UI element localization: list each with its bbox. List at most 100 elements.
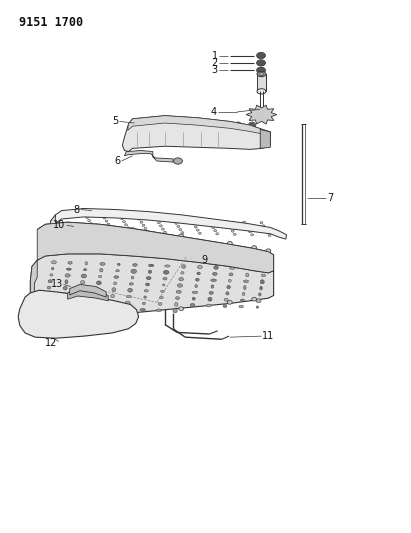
Ellipse shape — [236, 123, 240, 127]
Ellipse shape — [227, 301, 232, 304]
Ellipse shape — [181, 272, 184, 274]
Ellipse shape — [88, 220, 90, 222]
Ellipse shape — [156, 309, 162, 312]
Ellipse shape — [179, 307, 184, 311]
Ellipse shape — [165, 265, 170, 267]
Ellipse shape — [180, 122, 187, 128]
Ellipse shape — [155, 219, 158, 221]
Ellipse shape — [159, 225, 162, 227]
Ellipse shape — [190, 220, 193, 222]
Ellipse shape — [256, 60, 266, 66]
Ellipse shape — [179, 229, 182, 231]
Ellipse shape — [158, 303, 162, 305]
Ellipse shape — [61, 293, 67, 296]
Ellipse shape — [92, 226, 95, 228]
Ellipse shape — [74, 225, 77, 228]
Ellipse shape — [173, 309, 177, 313]
Ellipse shape — [100, 262, 105, 265]
Ellipse shape — [165, 123, 169, 127]
Ellipse shape — [212, 272, 217, 276]
Ellipse shape — [48, 280, 52, 283]
Ellipse shape — [249, 231, 252, 233]
Ellipse shape — [263, 267, 266, 271]
Ellipse shape — [261, 274, 266, 277]
Text: 3: 3 — [212, 65, 218, 75]
Ellipse shape — [192, 223, 195, 225]
Ellipse shape — [81, 312, 86, 316]
Polygon shape — [30, 260, 37, 310]
Polygon shape — [260, 130, 270, 148]
Ellipse shape — [105, 220, 108, 222]
Ellipse shape — [77, 300, 81, 303]
Ellipse shape — [142, 224, 145, 227]
Ellipse shape — [83, 269, 87, 271]
Polygon shape — [30, 222, 274, 316]
Polygon shape — [18, 290, 139, 338]
Ellipse shape — [130, 228, 135, 231]
Ellipse shape — [144, 296, 146, 298]
Ellipse shape — [227, 241, 232, 245]
Ellipse shape — [192, 297, 195, 300]
Ellipse shape — [61, 299, 64, 302]
Ellipse shape — [179, 278, 183, 281]
Text: 12: 12 — [45, 338, 58, 348]
Ellipse shape — [109, 227, 112, 229]
Ellipse shape — [146, 277, 151, 280]
Ellipse shape — [112, 288, 116, 292]
Ellipse shape — [198, 122, 205, 128]
Ellipse shape — [85, 216, 88, 219]
Ellipse shape — [142, 302, 145, 305]
Ellipse shape — [161, 290, 164, 293]
Ellipse shape — [246, 273, 249, 277]
Ellipse shape — [175, 302, 178, 306]
Ellipse shape — [114, 276, 119, 278]
Ellipse shape — [211, 279, 217, 281]
Ellipse shape — [176, 290, 181, 293]
Ellipse shape — [144, 228, 147, 230]
Ellipse shape — [247, 268, 250, 270]
Ellipse shape — [242, 221, 245, 223]
Ellipse shape — [44, 305, 47, 309]
Ellipse shape — [68, 262, 72, 264]
Ellipse shape — [145, 283, 150, 286]
Polygon shape — [68, 289, 108, 301]
Ellipse shape — [229, 227, 232, 229]
Ellipse shape — [173, 219, 175, 221]
Ellipse shape — [173, 158, 182, 164]
Ellipse shape — [256, 306, 259, 308]
Ellipse shape — [113, 282, 117, 285]
Ellipse shape — [115, 270, 119, 272]
Ellipse shape — [229, 279, 231, 282]
Ellipse shape — [129, 230, 132, 232]
Ellipse shape — [223, 304, 227, 308]
Ellipse shape — [103, 217, 106, 219]
Ellipse shape — [140, 221, 143, 223]
Ellipse shape — [257, 71, 266, 77]
Ellipse shape — [125, 301, 130, 305]
Ellipse shape — [90, 223, 92, 225]
Ellipse shape — [162, 284, 165, 286]
Ellipse shape — [192, 291, 198, 294]
Ellipse shape — [227, 285, 230, 289]
Ellipse shape — [260, 222, 263, 224]
Ellipse shape — [151, 123, 155, 127]
Ellipse shape — [264, 228, 267, 230]
Ellipse shape — [179, 234, 184, 238]
Ellipse shape — [268, 235, 271, 237]
Ellipse shape — [50, 274, 53, 276]
Ellipse shape — [164, 231, 166, 233]
Ellipse shape — [259, 293, 261, 296]
Ellipse shape — [260, 280, 264, 284]
Ellipse shape — [97, 281, 101, 285]
Ellipse shape — [210, 223, 212, 225]
Ellipse shape — [109, 301, 114, 304]
Text: 7: 7 — [327, 193, 333, 203]
Ellipse shape — [249, 122, 256, 128]
Ellipse shape — [51, 261, 56, 264]
Ellipse shape — [122, 221, 125, 223]
Polygon shape — [37, 222, 274, 273]
Ellipse shape — [247, 228, 249, 230]
Ellipse shape — [252, 246, 256, 249]
Ellipse shape — [96, 288, 99, 290]
Ellipse shape — [129, 282, 134, 285]
